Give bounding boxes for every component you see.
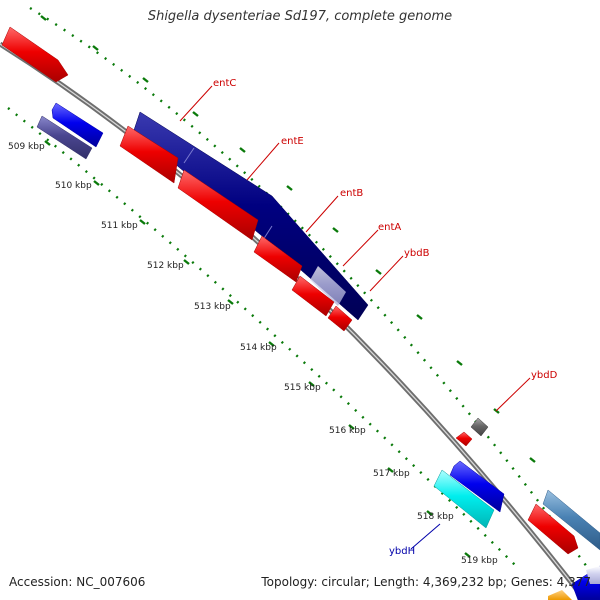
- gene-block-light[interactable]: [586, 566, 600, 584]
- gene-block-light[interactable]: [310, 266, 346, 306]
- gene-arrow-reverse[interactable]: [455, 431, 473, 447]
- gene-label-entE[interactable]: entE: [281, 136, 304, 147]
- gene-arrow-reverse[interactable]: [177, 169, 259, 241]
- gene-block[interactable]: [36, 115, 93, 160]
- map-title: Shigella dysenteriae Sd197, complete gen…: [147, 9, 453, 24]
- gene-arrow-reverse[interactable]: [327, 305, 353, 332]
- gene-block-gray[interactable]: [470, 417, 489, 437]
- gene-arrow-reverse[interactable]: [119, 125, 179, 184]
- gene-arrow-reverse[interactable]: [1, 26, 69, 83]
- tick-label: 515 kbp: [284, 383, 321, 393]
- tick-label: 516 kbp: [329, 426, 366, 436]
- tick-label: 514 kbp: [240, 343, 277, 353]
- gene-label-ybdH[interactable]: ybdH: [389, 546, 415, 557]
- gene-label-ybdB[interactable]: ybdB: [404, 248, 430, 259]
- tick-label: 511 kbp: [101, 221, 138, 231]
- gene-label-ybdD[interactable]: ybdD: [531, 370, 558, 381]
- tick-label: 519 kbp: [461, 556, 498, 566]
- gene-label-entA[interactable]: entA: [378, 222, 401, 233]
- tick-label: 518 kbp: [417, 512, 454, 522]
- gene-arrow-reverse[interactable]: [253, 235, 303, 283]
- gene-block-cyan[interactable]: [433, 469, 495, 529]
- gene-block-orange[interactable]: [548, 590, 572, 600]
- tick-label: 510 kbp: [55, 181, 92, 191]
- tick-label: 512 kbp: [147, 261, 184, 271]
- gene-label-entB[interactable]: entB: [340, 188, 363, 199]
- tick-track-outer-major: [40, 15, 569, 515]
- gene-arrow-forward[interactable]: [449, 460, 505, 513]
- tick-label: 513 kbp: [194, 302, 231, 312]
- tick-label: 517 kbp: [373, 469, 410, 479]
- gene-block-steel[interactable]: [542, 489, 600, 551]
- tick-track-inner-major: [44, 140, 471, 558]
- gene-arrow-reverse[interactable]: [291, 275, 335, 317]
- gene-label-entC[interactable]: entC: [213, 78, 236, 89]
- gene-arrow-reverse[interactable]: [527, 503, 579, 555]
- topology-label: Topology: circular; Length: 4,369,232 bp…: [261, 575, 591, 589]
- tick-track-inner: [7, 107, 521, 571]
- accession-label: Accession: NC_007606: [9, 575, 146, 589]
- gene-arrow-forward[interactable]: [51, 102, 104, 148]
- tick-label: 509 kbp: [8, 142, 45, 152]
